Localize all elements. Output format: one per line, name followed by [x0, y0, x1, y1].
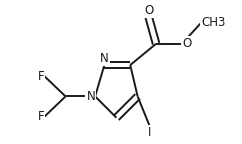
Text: I: I	[148, 126, 151, 139]
Text: N: N	[86, 90, 95, 103]
Text: F: F	[38, 110, 44, 123]
Text: CH3: CH3	[201, 16, 226, 29]
Text: F: F	[38, 70, 44, 83]
Text: O: O	[144, 4, 153, 17]
Text: O: O	[182, 37, 191, 50]
Text: N: N	[100, 52, 109, 65]
